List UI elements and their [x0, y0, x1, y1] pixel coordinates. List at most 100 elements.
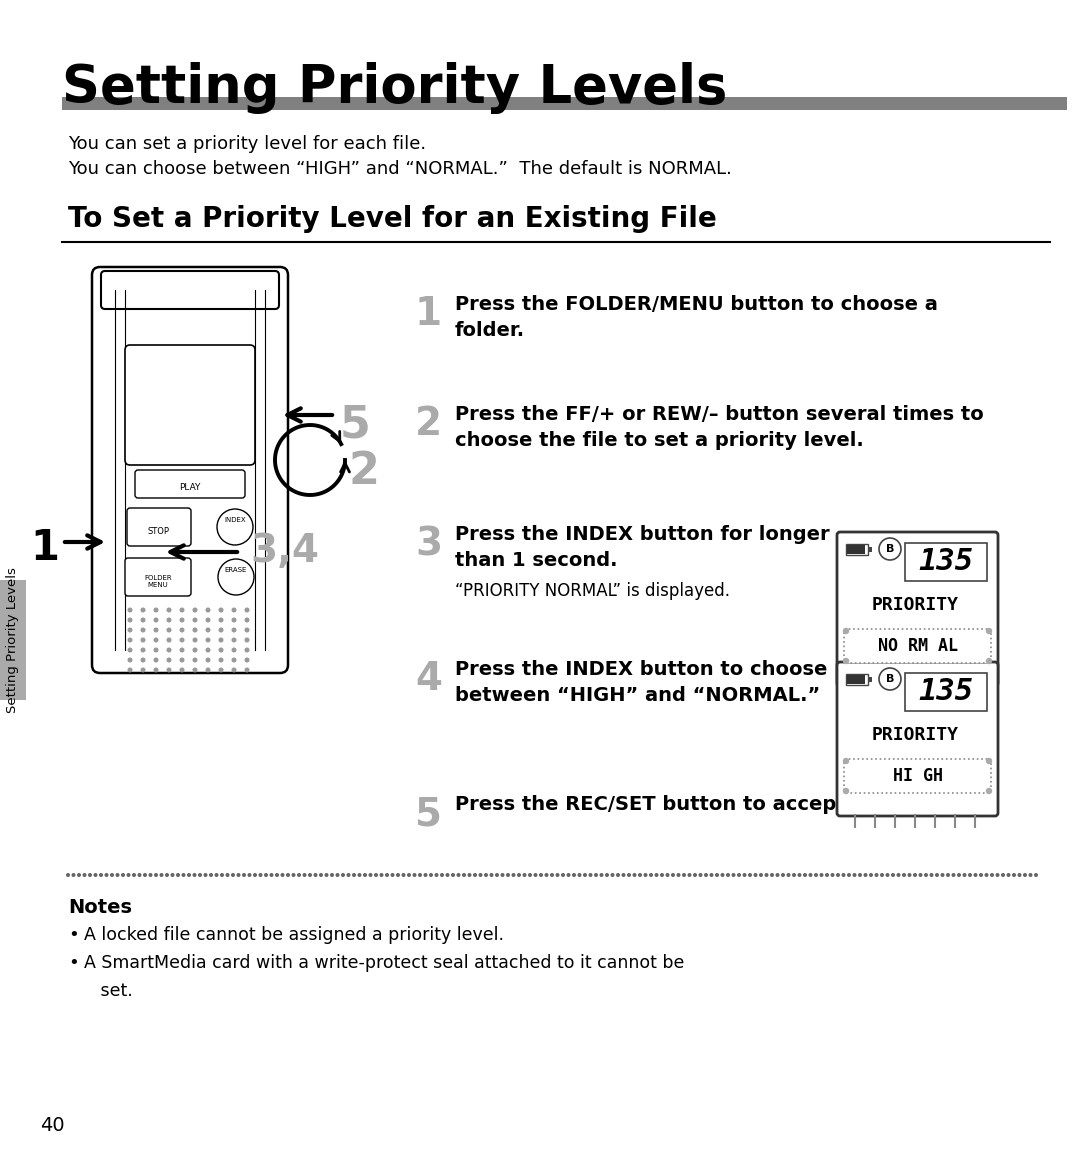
Circle shape	[298, 874, 300, 876]
Circle shape	[160, 874, 163, 876]
Circle shape	[880, 874, 883, 876]
Circle shape	[245, 649, 248, 652]
Text: 3: 3	[415, 525, 442, 563]
Circle shape	[364, 874, 366, 876]
FancyBboxPatch shape	[837, 662, 998, 816]
Circle shape	[766, 874, 768, 876]
Bar	[905, 543, 987, 581]
Circle shape	[462, 874, 465, 876]
Circle shape	[595, 874, 597, 876]
Circle shape	[699, 874, 702, 876]
Text: B: B	[886, 674, 894, 684]
Text: 135: 135	[918, 677, 973, 706]
Circle shape	[853, 874, 855, 876]
Circle shape	[193, 668, 197, 672]
Circle shape	[219, 628, 222, 632]
Circle shape	[848, 874, 850, 876]
Circle shape	[141, 608, 145, 612]
Bar	[847, 675, 865, 684]
Circle shape	[402, 874, 405, 876]
Circle shape	[469, 874, 471, 876]
Circle shape	[180, 638, 184, 642]
Circle shape	[193, 608, 197, 612]
Circle shape	[721, 874, 724, 876]
Circle shape	[986, 758, 991, 763]
Circle shape	[193, 658, 197, 661]
Circle shape	[232, 874, 234, 876]
Circle shape	[644, 874, 647, 876]
Circle shape	[562, 874, 564, 876]
Circle shape	[879, 538, 901, 560]
Text: 40: 40	[40, 1116, 65, 1135]
Circle shape	[843, 629, 849, 633]
Circle shape	[693, 874, 697, 876]
Circle shape	[732, 874, 734, 876]
Circle shape	[232, 628, 235, 632]
FancyBboxPatch shape	[843, 629, 991, 664]
Circle shape	[154, 668, 158, 672]
FancyBboxPatch shape	[125, 344, 255, 465]
Circle shape	[238, 874, 240, 876]
FancyBboxPatch shape	[125, 558, 191, 596]
Circle shape	[843, 659, 849, 664]
Circle shape	[1008, 874, 1010, 876]
Circle shape	[141, 649, 145, 652]
Circle shape	[232, 638, 235, 642]
Circle shape	[144, 874, 146, 876]
Circle shape	[188, 874, 190, 876]
Circle shape	[270, 874, 273, 876]
Text: PRIORITY: PRIORITY	[872, 596, 959, 614]
Circle shape	[172, 874, 174, 876]
Circle shape	[430, 874, 432, 876]
Text: 1: 1	[30, 527, 59, 569]
Circle shape	[219, 618, 222, 622]
Circle shape	[572, 874, 576, 876]
Text: “PRIORITY NORMAL” is displayed.: “PRIORITY NORMAL” is displayed.	[455, 581, 730, 600]
Circle shape	[485, 874, 487, 876]
Circle shape	[583, 874, 586, 876]
Circle shape	[193, 649, 197, 652]
Circle shape	[590, 874, 592, 876]
Circle shape	[826, 874, 828, 876]
Circle shape	[980, 874, 983, 876]
Text: You can set a priority level for each file.: You can set a priority level for each fi…	[68, 135, 427, 153]
Text: Press the REC/SET button to accept the choice.: Press the REC/SET button to accept the c…	[455, 795, 974, 814]
Circle shape	[814, 874, 818, 876]
Circle shape	[798, 874, 800, 876]
Text: 4: 4	[415, 660, 442, 698]
Circle shape	[129, 618, 132, 622]
Circle shape	[154, 649, 158, 652]
Circle shape	[1024, 874, 1026, 876]
Circle shape	[947, 874, 949, 876]
Circle shape	[1018, 874, 1021, 876]
Circle shape	[771, 874, 773, 876]
Circle shape	[837, 874, 839, 876]
Circle shape	[180, 608, 184, 612]
Circle shape	[347, 874, 350, 876]
Circle shape	[985, 874, 988, 876]
Circle shape	[578, 874, 581, 876]
Circle shape	[141, 628, 145, 632]
Circle shape	[935, 874, 939, 876]
Circle shape	[391, 874, 394, 876]
Circle shape	[217, 509, 253, 544]
Circle shape	[457, 874, 460, 876]
Text: 135: 135	[918, 548, 973, 577]
Circle shape	[149, 874, 152, 876]
Circle shape	[512, 874, 515, 876]
Circle shape	[606, 874, 608, 876]
Text: 5: 5	[340, 403, 370, 446]
FancyBboxPatch shape	[102, 271, 279, 309]
Text: You can choose between “HIGH” and “NORMAL.”  The default is NORMAL.: You can choose between “HIGH” and “NORMA…	[68, 160, 732, 178]
Circle shape	[711, 874, 713, 876]
Text: 1: 1	[415, 295, 442, 333]
Circle shape	[117, 874, 119, 876]
Circle shape	[303, 874, 306, 876]
Circle shape	[206, 628, 210, 632]
Circle shape	[622, 874, 625, 876]
Circle shape	[232, 649, 235, 652]
Circle shape	[986, 659, 991, 664]
Text: 2: 2	[348, 450, 379, 492]
Circle shape	[83, 874, 85, 876]
Text: NO RM AL: NO RM AL	[878, 637, 958, 655]
